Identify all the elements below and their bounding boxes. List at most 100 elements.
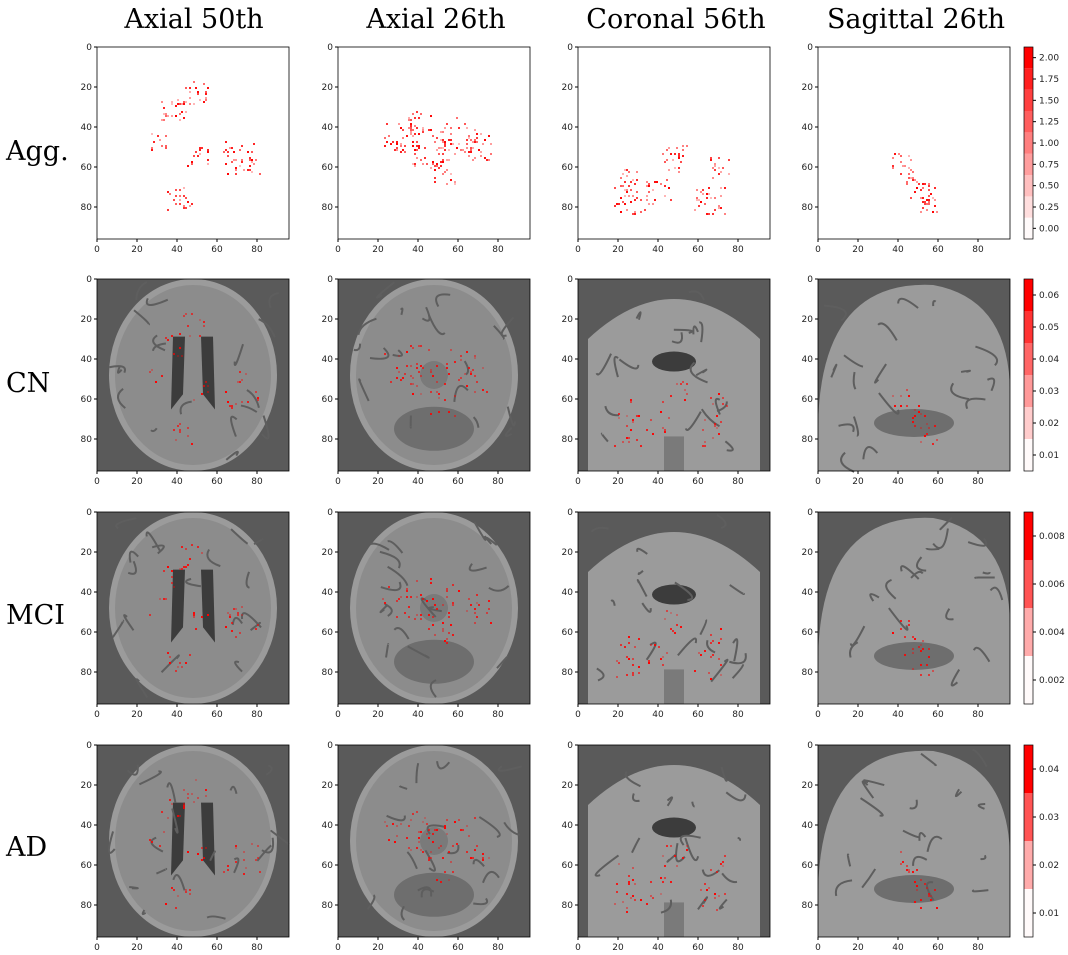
heat-pixel [239,632,241,634]
heat-pixel [932,670,934,672]
heat-pixel [928,199,930,201]
heat-pixel [179,431,181,433]
heat-pixel [622,173,624,175]
heat-pixel [179,333,181,335]
heat-pixel [442,161,444,163]
heat-pixel [173,199,175,201]
heat-pixel [179,195,181,197]
heat-pixel [660,183,662,185]
heat-pixel [622,441,624,443]
heat-pixel [183,805,185,807]
heat-pixel [934,425,936,427]
y-tick-label: 80 [81,901,93,911]
heat-pixel [151,369,153,371]
heat-pixel [630,189,632,191]
heat-pixel [450,179,452,181]
heat-pixel [486,612,488,614]
heat-pixel [908,624,910,626]
heat-pixel [400,379,402,381]
brain-inner [115,285,271,465]
colorbar-band [1024,512,1033,560]
x-tick-label: 80 [972,943,984,953]
heat-pixel [630,181,632,183]
x-tick-label: 80 [972,245,984,255]
y-tick-label: 60 [81,395,93,405]
heat-pixel [916,187,918,189]
heat-pixel [660,893,662,895]
heat-pixel [480,133,482,135]
heat-pixel [616,883,618,885]
heat-pixel [420,113,422,115]
heat-pixel [163,113,165,115]
heat-pixel [179,113,181,115]
heat-pixel [402,137,404,139]
heat-pixel [490,622,492,624]
y-tick-label: 0 [807,43,813,53]
heat-pixel [183,566,185,568]
y-tick-label: 20 [802,315,814,325]
heat-pixel [418,345,420,347]
heat-pixel [167,652,169,654]
heat-pixel [167,191,169,193]
heat-pixel [686,393,688,395]
heat-pixel [664,429,666,431]
heat-pixel [708,887,710,889]
heat-pixel [468,835,470,837]
heat-pixel [239,381,241,383]
heat-pixel [193,155,195,157]
heat-pixel [191,163,193,165]
heat-pixel [392,141,394,143]
heat-pixel [175,907,177,909]
y-tick-label: 80 [802,901,814,911]
heat-pixel [930,899,932,901]
brainstem [664,902,684,937]
heat-pixel [185,207,187,209]
heat-pixel [668,417,670,419]
heat-pixel [171,115,173,117]
heat-pixel [183,187,185,189]
heat-pixel [916,869,918,871]
heat-pixel [241,159,243,161]
heat-pixel [662,427,664,429]
heat-pixel [624,195,626,197]
heat-pixel [436,163,438,165]
y-tick-label: 60 [322,861,334,871]
heat-pixel [616,660,618,662]
heat-pixel [474,141,476,143]
x-tick-label: 0 [335,710,341,720]
heat-pixel [470,151,472,153]
heat-pixel [696,199,698,201]
heat-pixel [614,903,616,905]
heat-pixel [644,209,646,211]
y-tick-label: 80 [81,668,93,678]
heat-pixel [718,173,720,175]
row-label-ad: AD [6,832,76,863]
heat-pixel [442,153,444,155]
heat-pixel [482,367,484,369]
y-tick-label: 20 [322,781,334,791]
heat-pixel [662,664,664,666]
x-tick-label: 80 [492,943,504,953]
heat-pixel [179,203,181,205]
heat-pixel [674,153,676,155]
heat-pixel [696,189,698,191]
heat-pixel [424,157,426,159]
heat-pixel [384,821,386,823]
heat-pixel [626,191,628,193]
heat-pixel [442,173,444,175]
x-tick-label: 40 [892,943,904,953]
heat-pixel [628,881,630,883]
heat-pixel [207,163,209,165]
y-tick-label: 40 [322,821,334,831]
heat-pixel [187,201,189,203]
colorbar-tick-label: 0.01 [1039,451,1059,461]
heat-pixel [452,604,454,606]
heat-pixel [394,841,396,843]
heat-pixel [235,636,237,638]
colorbar-tick-label: 0.006 [1039,580,1065,590]
heat-pixel [620,211,622,213]
heat-pixel [223,871,225,873]
heat-pixel [185,197,187,199]
heat-pixel [199,153,201,155]
